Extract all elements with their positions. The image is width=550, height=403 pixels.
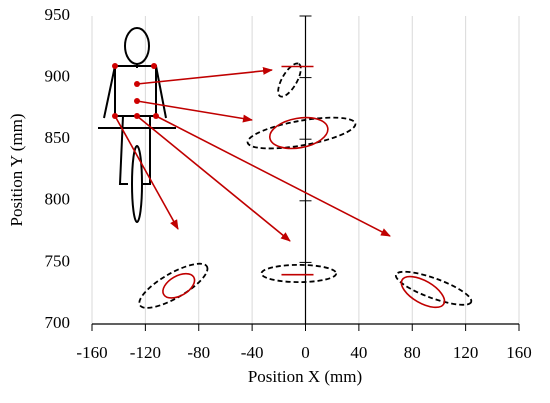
legs [118,115,151,185]
y-tick-label: 950 [45,5,71,24]
arrow [136,115,291,242]
inner-ellipse [400,275,446,309]
marker-points [112,63,159,119]
x-tick-label: 40 [350,343,367,362]
inner-ellipse [162,272,196,299]
cyclist-figure [98,27,176,223]
outer-ellipse [246,116,357,150]
y-tick-label: 800 [45,190,71,209]
inner-ellipse [269,116,329,150]
x-tick-label: 160 [506,343,532,362]
marker-dot [112,63,118,69]
x-axis-label: Position X (mm) [248,367,362,386]
arrow [114,115,179,230]
outer-ellipse [277,62,302,98]
x-tick-label: 80 [404,343,421,362]
arrow [155,115,391,237]
arrow [136,66,273,85]
x-tick-label: -80 [187,343,210,362]
y-tick-label: 750 [45,251,71,270]
y-tick-label: 700 [45,313,71,332]
outer-ellipse [260,263,338,284]
y-tick-label: 900 [45,67,71,86]
y-tick-label: 850 [45,128,71,147]
arms [103,65,167,119]
x-tick-label: -40 [241,343,264,362]
wheel [131,145,143,223]
y-axis-label: Position Y (mm) [7,113,26,226]
arrows [114,66,391,242]
outer-ellipse [394,270,473,306]
x-tick-label: -120 [130,343,161,362]
x-tick-label: 120 [453,343,479,362]
marker-dot [151,63,157,69]
x-tick-label: 0 [301,343,310,362]
torso [114,64,157,117]
plot-area: -160 -120 -80 -40 0 40 80 120 160 700 750 800 850 900… [45,5,532,362]
x-tick-label: -160 [76,343,107,362]
arrow [136,100,253,123]
